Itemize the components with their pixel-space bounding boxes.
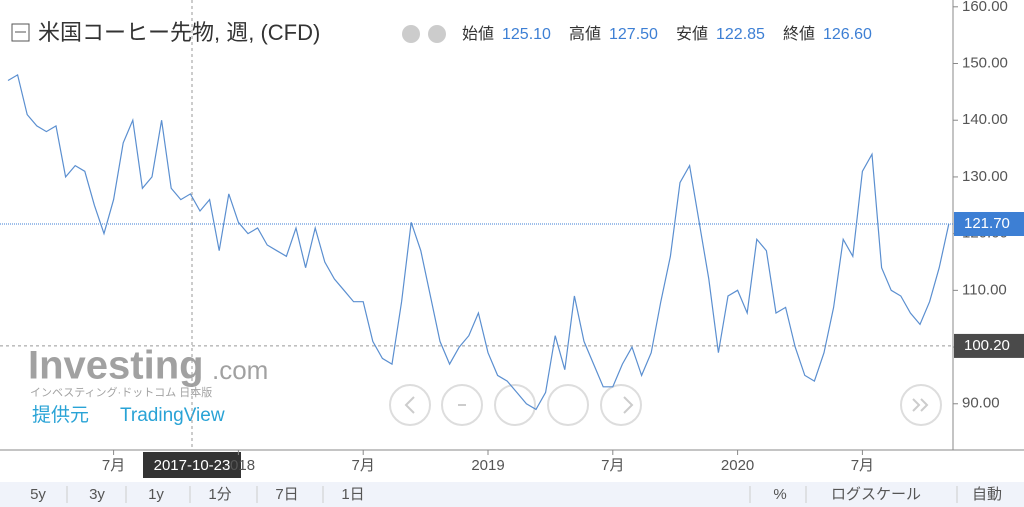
- toolbar-button[interactable]: ログスケール: [831, 486, 921, 503]
- toolbar-button[interactable]: %: [773, 486, 786, 503]
- crosshair-price-tag: [954, 333, 1024, 358]
- last-price-label: 121.70: [964, 215, 1010, 232]
- provider: TradingView: [120, 405, 225, 426]
- x-tick-label: 7月: [102, 457, 125, 474]
- ohlc-label: 終値: [783, 25, 815, 43]
- crosshair-price-label: 100.20: [964, 337, 1010, 354]
- y-tick-label: 140.00: [962, 111, 1008, 128]
- toolbar-button[interactable]: 1分: [208, 486, 231, 503]
- y-tick-label: 160.00: [962, 0, 1008, 15]
- ohlc-label: 安値: [676, 25, 708, 43]
- price-line: [7, 73, 950, 411]
- nav-button[interactable]: [494, 384, 536, 426]
- y-tick-label: 130.00: [962, 168, 1008, 185]
- ohlc-label: 高値: [569, 25, 601, 43]
- toolbar-button[interactable]: 5y: [30, 486, 46, 503]
- nav-icons: [404, 396, 929, 414]
- x-tick-label: 7月: [352, 457, 375, 474]
- toolbar-button[interactable]: 1y: [148, 486, 164, 503]
- x-tick-label: 2020: [721, 457, 754, 474]
- nav-button[interactable]: [600, 384, 642, 426]
- watermark: Investing .com インベスティング·ドットコム 日本版: [28, 344, 268, 399]
- ohlc-value: 125.10: [502, 26, 551, 43]
- ohlc-label: 始値: [462, 25, 494, 43]
- x-tick-label: 7月: [851, 457, 874, 474]
- nav-button[interactable]: [547, 384, 589, 426]
- y-tick-label: 90.00: [962, 395, 1000, 412]
- x-tick-label: 7月: [601, 457, 624, 474]
- toolbar-button[interactable]: 7日: [275, 486, 298, 503]
- settings-icon[interactable]: [402, 25, 420, 43]
- settings-icon[interactable]: [428, 25, 446, 43]
- toolbar-button[interactable]: 3y: [89, 486, 105, 503]
- toolbar-button[interactable]: 1日: [341, 486, 364, 503]
- toolbar-bg: [0, 482, 1024, 507]
- chart-title: 米国コーヒー先物, 週, (CFD): [38, 20, 320, 45]
- y-tick-label: 110.00: [962, 281, 1007, 298]
- ohlc-value: 122.85: [716, 26, 765, 43]
- x-tick-label: 2019: [471, 457, 504, 474]
- toolbar-button[interactable]: 自動: [972, 486, 1002, 503]
- brand-suffix: .com: [212, 355, 268, 385]
- y-tick-label: 150.00: [962, 54, 1008, 71]
- last-price-tag: [954, 212, 1024, 236]
- provided: 提供元: [32, 404, 89, 426]
- nav-button[interactable]: [389, 384, 431, 426]
- tagline: インベスティング·ドットコム 日本版: [30, 385, 212, 399]
- crosshair-date-bg: [143, 452, 241, 478]
- collapse-icon[interactable]: [11, 23, 30, 42]
- brand: Investing: [28, 344, 204, 388]
- ohlc-value: 127.50: [609, 26, 658, 43]
- x-tick-label: 2018: [222, 457, 255, 474]
- nav-buttons: [389, 384, 942, 426]
- ohlc-value: 126.60: [823, 26, 872, 43]
- crosshair-date: 2017-10-23: [154, 457, 231, 474]
- nav-button[interactable]: [900, 384, 942, 426]
